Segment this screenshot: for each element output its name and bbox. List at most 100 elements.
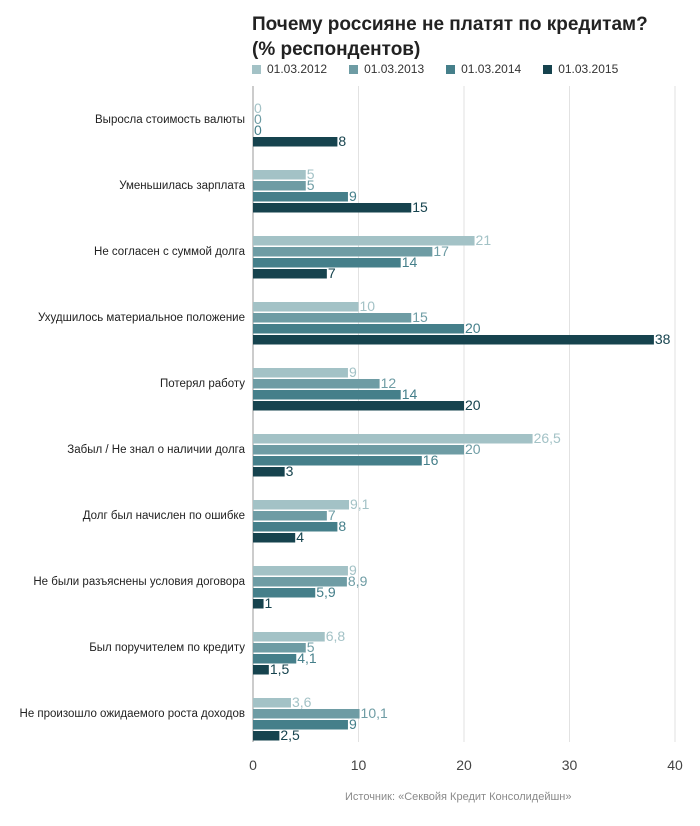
bar [253, 643, 306, 653]
bar-value-label: 15 [412, 309, 428, 325]
bar [253, 192, 348, 202]
chart-title: Почему россияне не платят по кредитам? (… [252, 12, 692, 62]
legend-swatch-2014 [446, 64, 456, 74]
legend-item-2012: 01.03.2012 [252, 62, 327, 76]
category-label: Уменьшилась зарплата [119, 180, 245, 192]
legend-item-2014: 01.03.2014 [446, 62, 521, 76]
bar [253, 170, 306, 180]
bar [253, 500, 350, 510]
bar-value-label: 0 [254, 100, 262, 116]
bar-value-label: 3 [286, 463, 294, 479]
bar-value-label: 9 [349, 364, 357, 380]
bar [253, 401, 464, 411]
chart-legend: 01.03.2012 01.03.2013 01.03.2014 01.03.2… [252, 62, 618, 76]
chart-title-line-2: (% респондентов) [252, 39, 421, 60]
bar-value-label: 20 [465, 397, 481, 413]
x-tick-label-0: 0 [249, 757, 257, 773]
bar-value-label: 0 [254, 111, 262, 127]
bar [253, 390, 401, 400]
bar [253, 709, 360, 719]
bar-value-label: 1 [265, 595, 273, 611]
category-label: Был поручителем по кредиту [89, 642, 245, 654]
bar [253, 588, 316, 598]
bar [253, 137, 338, 147]
category-label: Потерял работу [160, 378, 245, 390]
category-label: Долг был начислен по ошибке [83, 510, 245, 522]
bar [253, 269, 327, 279]
category-label: Забыл / Не знал о наличии долга [67, 444, 245, 456]
bar-value-label: 20 [465, 441, 481, 457]
bar-value-label: 0 [254, 122, 262, 138]
bar [253, 302, 359, 312]
legend-swatch-2015 [543, 64, 553, 74]
bar [253, 335, 654, 345]
bar-value-label: 9 [349, 188, 357, 204]
bar-value-label: 17 [433, 243, 449, 259]
bar [253, 654, 297, 664]
legend-swatch-2012 [252, 64, 261, 74]
chart-title-line-1: Почему россияне не платят по кредитам? [252, 14, 648, 35]
category-label: Не произошло ожидаемого роста доходов [20, 708, 245, 720]
bar [253, 445, 464, 455]
bar [253, 379, 380, 389]
bar-value-label: 5 [307, 166, 315, 182]
bar [253, 236, 475, 246]
source-note: Источник: «Секвойя Кредит Консолидейшн» [345, 791, 572, 803]
bar [253, 247, 433, 257]
legend-item-2013: 01.03.2013 [349, 62, 424, 76]
bar [253, 599, 264, 609]
bar [253, 258, 401, 268]
bar-value-label: 5,9 [316, 584, 336, 600]
bar-value-label: 4,1 [297, 650, 317, 666]
legend-label-2015: 01.03.2015 [558, 62, 619, 76]
bar-value-label: 7 [328, 507, 336, 523]
bar-value-label: 21 [476, 232, 492, 248]
bar-value-label: 5 [307, 639, 315, 655]
category-label: Не согласен с суммой долга [94, 246, 246, 258]
legend-label-2014: 01.03.2014 [461, 62, 522, 76]
bar-value-label: 20 [465, 320, 481, 336]
bar [253, 533, 296, 543]
bar [253, 313, 412, 323]
bar [253, 577, 347, 587]
x-tick-label-30: 30 [562, 757, 578, 773]
bar-value-label: 7 [328, 265, 336, 281]
bar-value-label: 8 [338, 518, 346, 534]
bar [253, 720, 348, 730]
bar [253, 467, 285, 477]
bar [253, 511, 327, 521]
legend-swatch-2013 [349, 64, 359, 74]
bar-value-label: 9 [349, 562, 357, 578]
bar [253, 368, 348, 378]
bar-value-label: 3,6 [292, 694, 312, 710]
category-label: Ухудшилось материальное положение [38, 312, 245, 324]
bar [253, 731, 280, 741]
bar-value-label: 14 [402, 254, 418, 270]
bar [253, 181, 306, 191]
bar-value-label: 1,5 [270, 661, 290, 677]
bar-value-label: 15 [412, 199, 428, 215]
bar [253, 203, 412, 213]
bar-value-label: 6,8 [326, 628, 346, 644]
bar-value-label: 8 [338, 133, 346, 149]
bar [253, 566, 348, 576]
bar-value-label: 26,5 [534, 430, 561, 446]
x-tick-label-20: 20 [456, 757, 472, 773]
category-label: Не были разъяснены условия договора [33, 576, 245, 588]
x-tick-label-10: 10 [351, 757, 367, 773]
bar-value-label: 9 [349, 716, 357, 732]
x-tick-label-40: 40 [667, 757, 683, 773]
legend-label-2013: 01.03.2013 [364, 62, 425, 76]
bar [253, 632, 325, 642]
category-label: Выросла стоимость валюты [95, 114, 245, 126]
bar-value-label: 14 [402, 386, 418, 402]
bar [253, 698, 291, 708]
bar-value-label: 9,1 [350, 496, 370, 512]
bar-value-label: 12 [381, 375, 397, 391]
bar-value-label: 38 [655, 331, 671, 347]
bar-value-label: 8,9 [348, 573, 368, 589]
bar [253, 665, 269, 675]
bar-value-label: 4 [296, 529, 304, 545]
bar [253, 522, 338, 532]
